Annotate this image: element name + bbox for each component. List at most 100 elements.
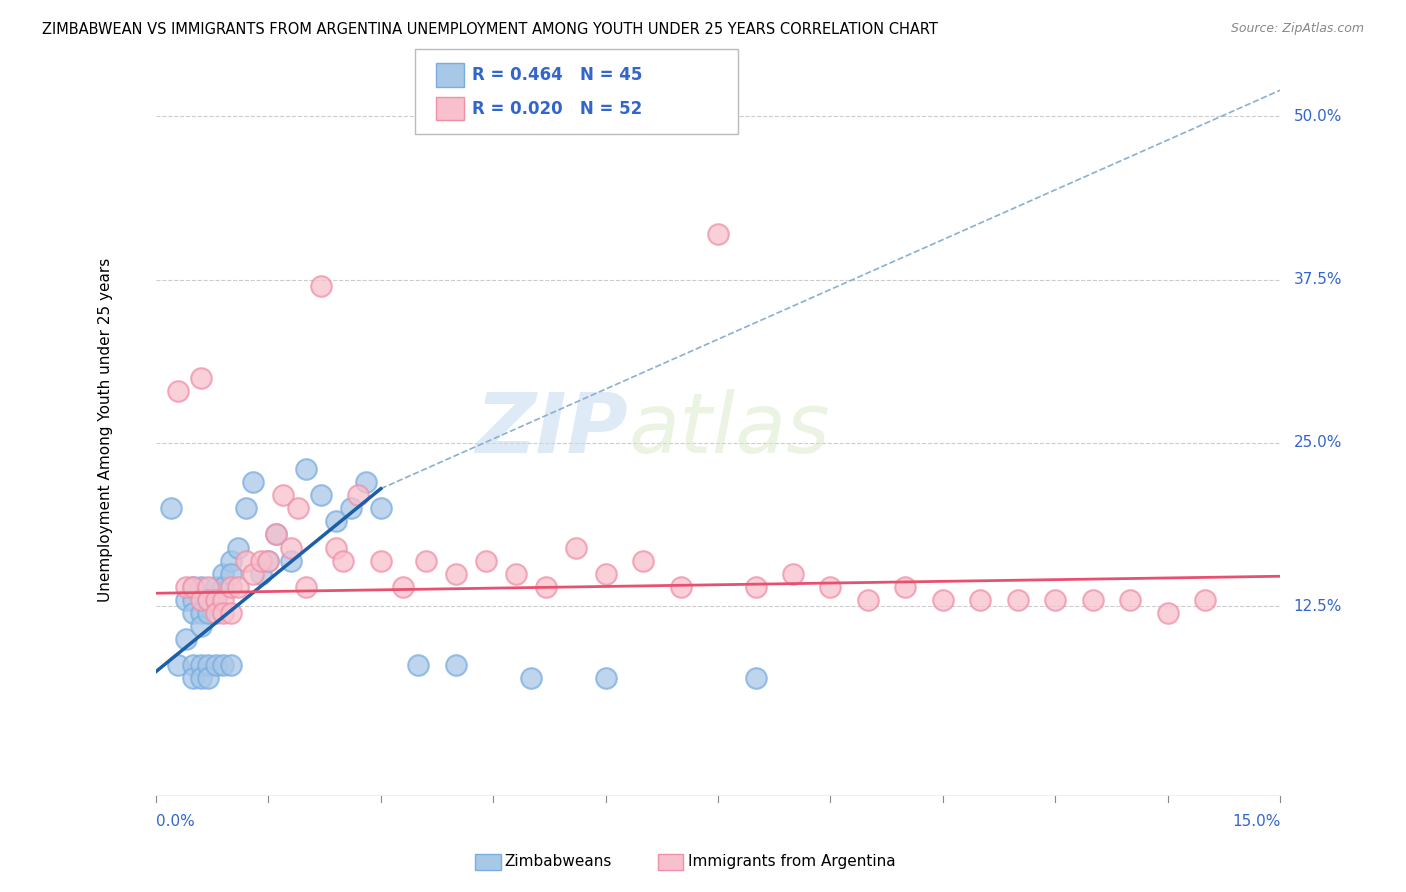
- Text: 12.5%: 12.5%: [1294, 599, 1343, 614]
- Point: [856, 592, 879, 607]
- Point: [174, 580, 197, 594]
- Point: [183, 592, 205, 607]
- Point: [219, 606, 242, 620]
- Point: [197, 592, 219, 607]
- Point: [219, 566, 242, 581]
- Point: [197, 580, 219, 594]
- Point: [669, 580, 692, 594]
- Point: [820, 580, 842, 594]
- Point: [347, 488, 370, 502]
- Point: [212, 658, 235, 673]
- Text: Source: ZipAtlas.com: Source: ZipAtlas.com: [1230, 22, 1364, 36]
- Text: R = 0.020   N = 52: R = 0.020 N = 52: [472, 100, 643, 118]
- Point: [183, 658, 205, 673]
- Point: [287, 501, 309, 516]
- Text: 25.0%: 25.0%: [1294, 435, 1343, 450]
- Point: [205, 606, 228, 620]
- Point: [219, 580, 242, 594]
- Point: [190, 592, 212, 607]
- Point: [174, 632, 197, 646]
- Point: [264, 527, 287, 541]
- Point: [197, 671, 219, 685]
- Text: atlas: atlas: [628, 390, 830, 470]
- Text: R = 0.464   N = 45: R = 0.464 N = 45: [472, 66, 643, 84]
- Point: [190, 619, 212, 633]
- Point: [205, 592, 228, 607]
- Point: [190, 370, 212, 384]
- Point: [1194, 592, 1216, 607]
- Point: [264, 527, 287, 541]
- Text: Immigrants from Argentina: Immigrants from Argentina: [688, 855, 896, 869]
- Point: [250, 553, 273, 567]
- Point: [167, 658, 190, 673]
- Point: [370, 501, 392, 516]
- Point: [280, 553, 302, 567]
- Text: ZIP: ZIP: [475, 390, 628, 470]
- Point: [444, 658, 467, 673]
- Point: [212, 566, 235, 581]
- Point: [1007, 592, 1029, 607]
- Point: [167, 384, 190, 398]
- Point: [183, 671, 205, 685]
- Point: [474, 553, 496, 567]
- Point: [505, 566, 527, 581]
- Point: [332, 553, 354, 567]
- Point: [174, 592, 197, 607]
- Point: [257, 553, 280, 567]
- Text: ZIMBABWEAN VS IMMIGRANTS FROM ARGENTINA UNEMPLOYMENT AMONG YOUTH UNDER 25 YEARS : ZIMBABWEAN VS IMMIGRANTS FROM ARGENTINA …: [42, 22, 938, 37]
- Point: [894, 580, 917, 594]
- Point: [707, 227, 730, 241]
- Point: [519, 671, 541, 685]
- Text: 0.0%: 0.0%: [156, 814, 194, 829]
- Point: [325, 541, 347, 555]
- Point: [212, 606, 235, 620]
- Point: [212, 592, 235, 607]
- Point: [242, 475, 264, 490]
- Point: [406, 658, 429, 673]
- Point: [969, 592, 991, 607]
- Point: [190, 671, 212, 685]
- Point: [1045, 592, 1067, 607]
- Point: [392, 580, 415, 594]
- Point: [183, 580, 205, 594]
- Point: [219, 658, 242, 673]
- Point: [534, 580, 557, 594]
- Point: [212, 580, 235, 594]
- Point: [339, 501, 361, 516]
- Point: [564, 541, 586, 555]
- Point: [197, 658, 219, 673]
- Text: 50.0%: 50.0%: [1294, 109, 1343, 124]
- Point: [190, 580, 212, 594]
- Point: [197, 606, 219, 620]
- Point: [325, 515, 347, 529]
- Point: [354, 475, 377, 490]
- Point: [190, 658, 212, 673]
- Point: [1157, 606, 1180, 620]
- Point: [744, 671, 766, 685]
- Point: [235, 501, 257, 516]
- Text: 37.5%: 37.5%: [1294, 272, 1343, 287]
- Point: [205, 658, 228, 673]
- Point: [242, 566, 264, 581]
- Text: 15.0%: 15.0%: [1232, 814, 1281, 829]
- Point: [370, 553, 392, 567]
- Point: [309, 279, 332, 293]
- Point: [183, 580, 205, 594]
- Point: [595, 566, 617, 581]
- Point: [228, 580, 250, 594]
- Point: [273, 488, 295, 502]
- Point: [1119, 592, 1142, 607]
- Point: [257, 553, 280, 567]
- Point: [294, 580, 316, 594]
- Point: [444, 566, 467, 581]
- Text: Unemployment Among Youth under 25 years: Unemployment Among Youth under 25 years: [98, 258, 112, 602]
- Point: [190, 606, 212, 620]
- Point: [1081, 592, 1104, 607]
- Text: Zimbabweans: Zimbabweans: [505, 855, 612, 869]
- Point: [782, 566, 804, 581]
- Point: [205, 592, 228, 607]
- Point: [219, 553, 242, 567]
- Point: [294, 462, 316, 476]
- Point: [744, 580, 766, 594]
- Point: [160, 501, 183, 516]
